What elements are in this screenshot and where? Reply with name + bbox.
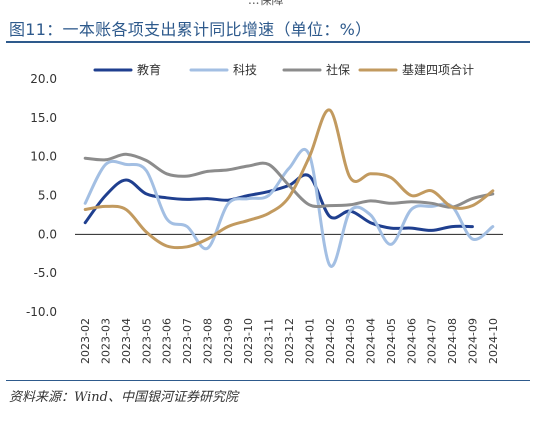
x-tick-label: 2024-06 [405, 318, 418, 364]
x-tick-label: 2024-02 [324, 318, 337, 364]
x-tick-label: 2024-10 [487, 318, 500, 364]
x-tick-label: 2024-01 [303, 318, 316, 364]
source-note: 资料来源：Wind、中国银河证券研究院 [9, 390, 238, 405]
series-lines [83, 108, 495, 268]
x-tick-label: 2024-07 [426, 318, 439, 364]
x-tick-label: 2023-06 [161, 318, 174, 364]
x-tick-label: 2023-07 [181, 318, 194, 364]
series-line-2 [83, 147, 495, 268]
title-rule [6, 41, 530, 43]
y-tick-label: 0.0 [38, 227, 57, 241]
x-tick-label: 2023-04 [120, 318, 133, 364]
x-tick-label: 2023-10 [242, 318, 255, 364]
x-tick-label: 2023-02 [79, 318, 92, 364]
legend-label-2: 科技 [233, 63, 257, 77]
y-tick-label: -10.0 [26, 305, 57, 319]
x-tick-label: 2023-05 [140, 318, 153, 364]
source-rule [6, 380, 530, 381]
y-tick-label: 10.0 [30, 150, 57, 164]
legend-label-4: 基建四项合计 [402, 62, 474, 77]
x-tick-label: 2023-08 [201, 318, 214, 364]
legend: 教育 科技 社保 基建四项合计 [93, 62, 474, 77]
x-tick-label: 2023-11 [263, 318, 276, 364]
x-tick-label: 2023-03 [100, 318, 113, 364]
x-tick-label: 2024-09 [466, 318, 479, 364]
y-tick-label: 20.0 [30, 72, 57, 86]
series-line-4 [83, 108, 495, 250]
y-tick-label: -5.0 [34, 266, 57, 280]
legend-label-1: 教育 [137, 62, 161, 77]
figure-title: 图11：一本账各项支出累计同比增速（单位：%） [9, 20, 372, 39]
x-tick-label: 2023-12 [283, 318, 296, 364]
top-cut-text: ...保障 [248, 0, 284, 7]
y-tick-label: 5.0 [38, 189, 57, 203]
series-line-1 [83, 173, 474, 232]
x-axis-ticks: 2023-02 2023-03 2023-04 2023-05 2023-06 2023-… [79, 318, 500, 364]
y-tick-label: 15.0 [30, 111, 57, 125]
x-tick-label: 2024-05 [385, 318, 398, 364]
x-tick-label: 2024-04 [365, 318, 378, 364]
x-tick-label: 2023-09 [222, 318, 235, 364]
y-axis-ticks: 20.0 15.0 10.0 5.0 0.0 -5.0 -10.0 [26, 72, 57, 319]
x-tick-label: 2024-08 [446, 318, 459, 364]
legend-label-3: 社保 [326, 62, 350, 77]
series-line-3 [83, 152, 495, 209]
x-tick-label: 2024-03 [344, 318, 357, 364]
